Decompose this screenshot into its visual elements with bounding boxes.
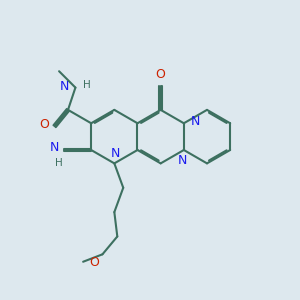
Text: N: N: [178, 154, 187, 166]
Text: H: H: [83, 80, 91, 90]
Text: N: N: [190, 115, 200, 128]
Text: N: N: [111, 147, 121, 160]
Text: O: O: [156, 68, 166, 81]
Text: O: O: [39, 118, 49, 131]
Text: O: O: [89, 256, 99, 269]
Text: N: N: [50, 140, 59, 154]
Text: N: N: [59, 80, 69, 93]
Text: H: H: [55, 158, 62, 168]
